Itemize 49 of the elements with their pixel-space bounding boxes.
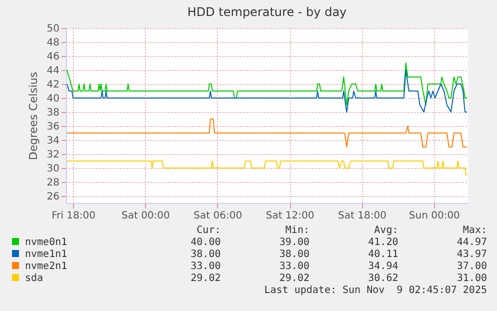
text: 33.00: [190, 261, 221, 273]
text: 30.62: [367, 273, 398, 285]
text: Last update: Sun Nov 9 02:45:07 2025: [263, 285, 487, 297]
legend-label: sda: [24, 273, 44, 285]
y-tick-label: 34: [46, 136, 60, 146]
x-tick-label: Sun 00:00: [408, 210, 460, 222]
text: 31.00: [456, 273, 487, 285]
text: 37.00: [456, 261, 487, 273]
text: 38.00: [278, 249, 310, 261]
text: 44.97: [456, 237, 487, 249]
text: 43.97: [456, 249, 487, 261]
text: 40.11: [367, 249, 398, 261]
x-tick-label: Sat 00:00: [121, 210, 170, 222]
text: 41.20: [367, 237, 398, 249]
text: 34.94: [367, 261, 398, 273]
y-tick-label: 38: [46, 108, 60, 118]
x-tick-label: Fri 18:00: [52, 210, 96, 222]
y-tick-label: 26: [46, 192, 60, 202]
legend-label: nvme0n1: [24, 237, 68, 249]
text: Avg:: [373, 225, 398, 237]
x-tick-label: Sat 06:00: [194, 210, 242, 222]
text: 33.00: [278, 261, 310, 273]
y-tick-label: 32: [46, 150, 60, 160]
text: 29.02: [190, 273, 221, 285]
y-tick-label: 36: [46, 122, 60, 132]
text: Cur:: [196, 225, 221, 237]
text: 38.00: [190, 249, 221, 261]
line-series: [66, 70, 468, 112]
line-series: [66, 118, 468, 148]
text: 39.00: [278, 237, 310, 249]
y-tick-label: 50: [46, 24, 60, 34]
line-series: [66, 62, 468, 106]
legend-label: nvme2n1: [24, 261, 68, 273]
y-tick-label: 30: [46, 164, 60, 174]
chart-title: HDD temperature - by day: [187, 5, 347, 19]
x-tick-label: Sat 18:00: [338, 210, 386, 222]
y-tick-label: 48: [46, 38, 60, 48]
y-tick-label: 44: [46, 66, 60, 76]
y-axis-title: Degrees Celsius: [26, 72, 40, 160]
y-tick-label: 42: [46, 80, 60, 90]
text: Max:: [462, 225, 487, 237]
legend-label: nvme1n1: [24, 249, 68, 261]
text: Min:: [284, 225, 310, 237]
x-tick-label: Sat 12:00: [266, 210, 314, 222]
y-tick-label: 40: [46, 94, 60, 104]
y-tick-label: 46: [46, 52, 60, 62]
text: 29.02: [278, 273, 310, 285]
y-tick-label: 28: [46, 178, 60, 188]
text: 40.00: [190, 237, 221, 249]
